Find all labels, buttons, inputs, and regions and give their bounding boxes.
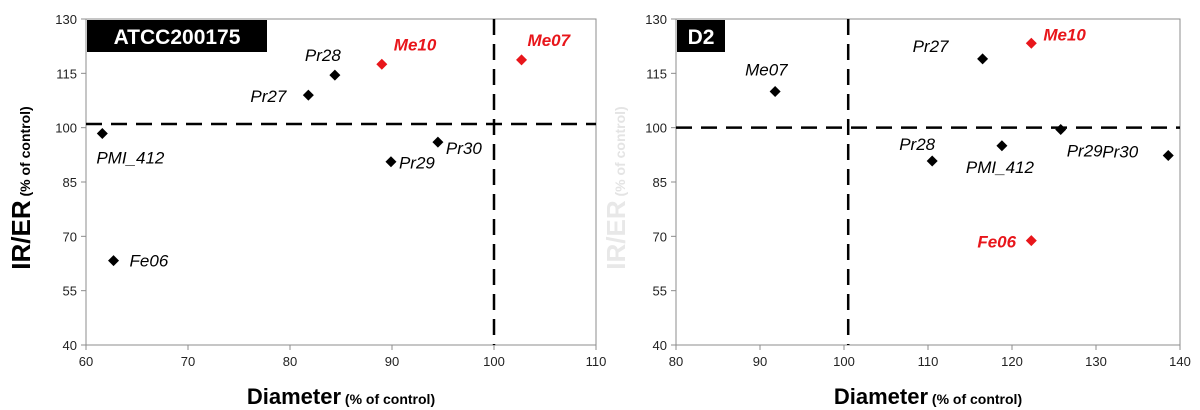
x-tick-label: 100 (483, 354, 505, 369)
data-point-fe06 (1025, 235, 1037, 247)
x-axis-label: Diameter (% of control) (247, 384, 435, 409)
y-tick-label: 85 (653, 175, 667, 190)
data-point-pr28 (926, 155, 938, 167)
data-point-me07 (516, 54, 528, 66)
y-tick-label: 40 (63, 338, 77, 353)
data-label-pr30: Pr30 (1102, 143, 1138, 162)
data-point-pr28 (329, 69, 341, 81)
data-point-pr30 (432, 136, 444, 148)
data-point-pr27 (977, 53, 989, 65)
chart-panel-2: 40 55 70 85 100 115 130 80 90 100 110 120 130 140 D2 Me… (601, 12, 1191, 409)
data-point-pr27 (302, 89, 314, 101)
data-label-pr27: Pr27 (250, 87, 286, 106)
data-label-me10: Me10 (1043, 25, 1086, 44)
data-label-fe06: Fe06 (130, 252, 169, 271)
data-point-me07 (769, 85, 781, 97)
plot-frame (85, 18, 597, 346)
y-tick-label: 130 (55, 12, 77, 27)
data-label-pmi-412: PMI_412 (966, 158, 1035, 177)
data-point-pmi-412 (996, 140, 1008, 152)
y-axis-label: IR/ER (% of control) (601, 106, 631, 269)
data-point-me10 (376, 58, 388, 70)
y-axis-label: IR/ER (% of control) (6, 106, 36, 269)
x-tick-label: 60 (79, 354, 93, 369)
x-tick-label: 130 (1085, 354, 1107, 369)
data-label-pmi-412: PMI_412 (96, 148, 165, 167)
y-tick-label: 100 (55, 121, 77, 136)
data-label-me07: Me07 (745, 60, 788, 79)
y-tick-label: 55 (653, 284, 667, 299)
y-tick-label: 70 (63, 229, 77, 244)
data-point-pr30 (1162, 150, 1174, 162)
y-tick-label: 115 (646, 66, 667, 81)
x-tick-label: 110 (918, 354, 939, 369)
data-label-pr28: Pr28 (899, 135, 935, 154)
x-tick-label: 140 (1169, 354, 1191, 369)
chart-title-badge (87, 20, 267, 52)
data-point-pmi-412 (96, 127, 108, 139)
data-point-pr29 (1055, 123, 1067, 135)
data-point-pr29 (385, 156, 397, 168)
data-label-pr29: Pr29 (1067, 141, 1103, 160)
data-point-fe06 (108, 255, 120, 267)
y-tick-label: 100 (645, 121, 667, 136)
data-label-pr30: Pr30 (446, 139, 482, 158)
y-tick-label: 70 (653, 229, 667, 244)
data-label-me07: Me07 (528, 31, 572, 50)
chart-title-badge (677, 20, 725, 52)
data-label-pr27: Pr27 (913, 37, 949, 56)
x-tick-label: 100 (833, 354, 855, 369)
x-axis-label: Diameter (% of control) (834, 384, 1022, 409)
y-tick-label: 40 (653, 338, 667, 353)
y-tick-label: 130 (645, 12, 667, 27)
x-tick-label: 90 (385, 354, 399, 369)
x-tick-label: 120 (1001, 354, 1023, 369)
data-label-pr28: Pr28 (305, 46, 341, 65)
x-tick-label: 70 (181, 354, 195, 369)
y-tick-label: 55 (63, 284, 77, 299)
data-point-me10 (1025, 37, 1037, 49)
y-tick-label: 115 (56, 66, 77, 81)
chart-title: D2 (688, 26, 715, 49)
chart-panel-1: 40 55 70 85 100 115 130 60 70 80 90 100 110 ATCC20017… (6, 12, 606, 409)
data-label-fe06: Fe06 (977, 233, 1016, 252)
data-label-pr29: Pr29 (399, 154, 435, 173)
x-tick-label: 110 (586, 354, 607, 369)
y-tick-label: 85 (63, 175, 77, 190)
data-label-me10: Me10 (394, 35, 437, 54)
x-tick-label: 80 (669, 354, 683, 369)
x-tick-label: 90 (753, 354, 767, 369)
x-tick-label: 80 (283, 354, 297, 369)
chart-title: ATCC200175 (114, 26, 241, 49)
